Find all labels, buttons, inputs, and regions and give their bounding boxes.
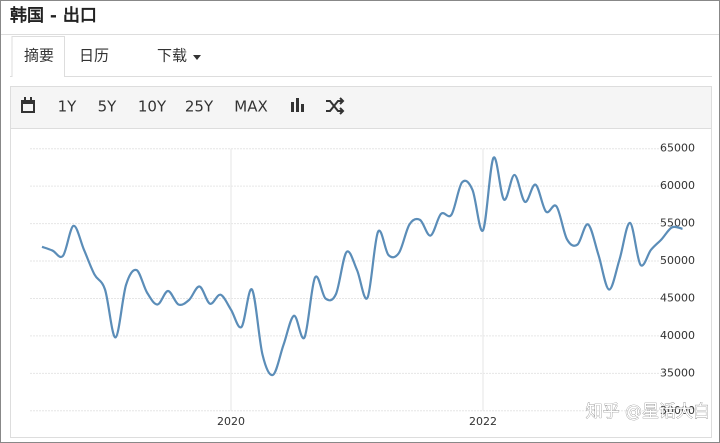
calendar-icon[interactable]: [21, 97, 35, 113]
dropdown-caret: [193, 55, 201, 60]
calendar-ring: [30, 97, 32, 101]
data-line: [41, 156, 683, 377]
x-tick-label: 2020: [217, 415, 245, 428]
tab[interactable]: 摘要: [24, 47, 54, 65]
calendar-inner: [23, 104, 33, 111]
calendar-ring: [24, 97, 26, 101]
icon-bar: [296, 98, 299, 112]
bar-chart-icon[interactable]: [291, 98, 304, 112]
icon-bar: [301, 104, 304, 112]
header-bar: [1, 1, 719, 34]
watermark: 知乎 @星话大白: [586, 402, 710, 422]
tab[interactable]: 下载: [157, 47, 187, 65]
icon-bar: [291, 102, 294, 112]
y-tick-label: 40000: [660, 329, 695, 342]
range-button[interactable]: 25Y: [185, 98, 214, 116]
y-tick-label: 50000: [660, 254, 695, 267]
y-tick-label: 35000: [660, 366, 695, 379]
shuffle-icon[interactable]: [326, 97, 345, 115]
toolbar: [10, 86, 712, 129]
shuffle-arrows: [339, 97, 345, 115]
shuffle-path: [326, 100, 342, 112]
chart: 30000 35000 40000 45000 50000 55000 60000 65000…: [30, 142, 695, 428]
y-tick-label: 55000: [660, 217, 695, 230]
x-tick-label: 2022: [469, 415, 497, 428]
y-tick-label: 60000: [660, 179, 695, 192]
y-tick-label: 30000: [660, 404, 695, 417]
tab[interactable]: 日历: [79, 47, 109, 65]
range-button[interactable]: 1Y: [58, 98, 78, 116]
range-button[interactable]: 5Y: [98, 98, 118, 116]
range-button[interactable]: 10Y: [138, 98, 167, 116]
active-tab: [11, 36, 65, 77]
y-tick-label: 45000: [660, 291, 695, 304]
page-title: 韩国 - 出口: [10, 5, 97, 26]
range-button[interactable]: MAX: [234, 98, 267, 116]
y-tick-label: 65000: [660, 142, 695, 155]
